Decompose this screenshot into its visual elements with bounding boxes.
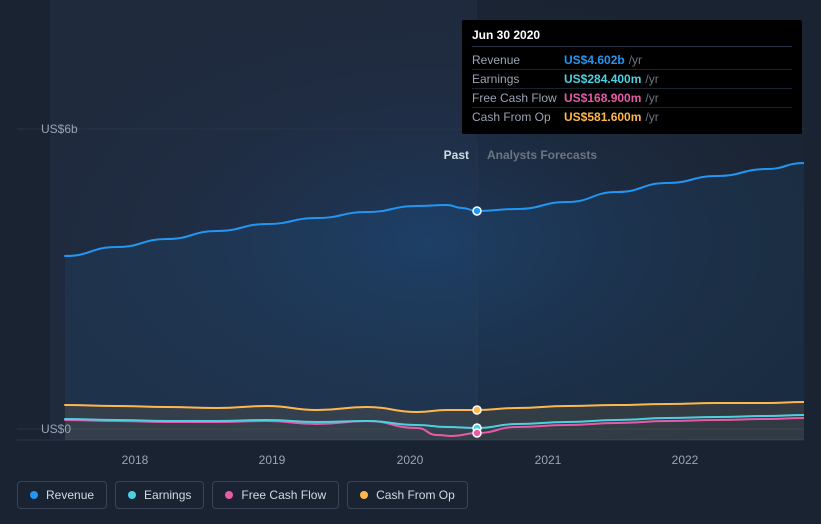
tooltip-row: RevenueUS$4.602b/yr	[472, 51, 792, 70]
tooltip-row-unit: /yr	[645, 91, 658, 105]
legend-dot-icon	[360, 491, 368, 499]
x-axis-label: 2018	[122, 453, 149, 467]
legend-item-label: Cash From Op	[376, 488, 455, 502]
x-axis-label: 2020	[397, 453, 424, 467]
x-axis-label: 2021	[535, 453, 562, 467]
legend-item-label: Revenue	[46, 488, 94, 502]
y-axis-label: US$0	[41, 422, 71, 436]
tooltip-row-label: Free Cash Flow	[472, 91, 564, 105]
tooltip-row: EarningsUS$284.400m/yr	[472, 70, 792, 89]
legend-item-revenue[interactable]: Revenue	[17, 481, 107, 509]
chart-legend: Revenue Earnings Free Cash Flow Cash From O…	[17, 481, 468, 509]
tooltip-row-value: US$284.400m	[564, 72, 641, 86]
x-axis-label: 2022	[672, 453, 699, 467]
legend-item-free_cash_flow[interactable]: Free Cash Flow	[212, 481, 339, 509]
legend-item-label: Earnings	[144, 488, 191, 502]
tooltip-row: Free Cash FlowUS$168.900m/yr	[472, 89, 792, 108]
tooltip-row-value: US$4.602b	[564, 53, 625, 67]
legend-item-earnings[interactable]: Earnings	[115, 481, 204, 509]
region-label-forecast: Analysts Forecasts	[487, 148, 597, 162]
legend-dot-icon	[225, 491, 233, 499]
y-axis-label: US$6b	[41, 122, 78, 136]
tooltip-row-value: US$581.600m	[564, 110, 641, 124]
region-label-past: Past	[444, 148, 469, 162]
tooltip-row-label: Revenue	[472, 53, 564, 67]
legend-item-cash_from_op[interactable]: Cash From Op	[347, 481, 468, 509]
legend-dot-icon	[128, 491, 136, 499]
tooltip-row-unit: /yr	[645, 72, 658, 86]
tooltip-row-label: Cash From Op	[472, 110, 564, 124]
tooltip-row-unit: /yr	[645, 110, 658, 124]
legend-item-label: Free Cash Flow	[241, 488, 326, 502]
tooltip-row-label: Earnings	[472, 72, 564, 86]
tooltip-date: Jun 30 2020	[472, 28, 792, 47]
x-axis-label: 2019	[259, 453, 286, 467]
legend-dot-icon	[30, 491, 38, 499]
chart-tooltip: Jun 30 2020 RevenueUS$4.602b/yrEarningsU…	[462, 20, 802, 134]
tooltip-rows: RevenueUS$4.602b/yrEarningsUS$284.400m/y…	[472, 51, 792, 126]
tooltip-row: Cash From OpUS$581.600m/yr	[472, 108, 792, 126]
tooltip-row-unit: /yr	[629, 53, 642, 67]
tooltip-row-value: US$168.900m	[564, 91, 641, 105]
